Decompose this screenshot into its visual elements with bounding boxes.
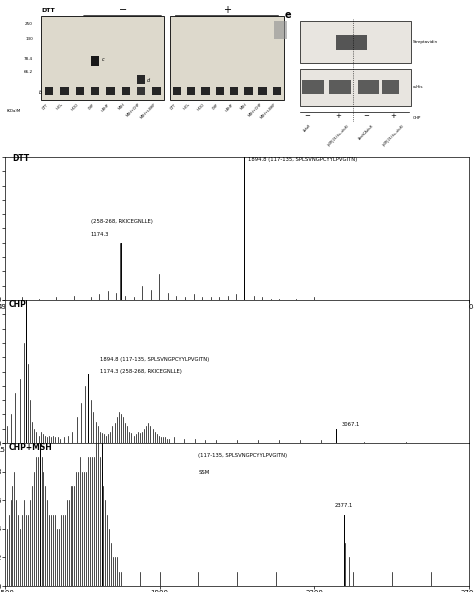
Text: (pXMJ19-His₆-ohsR): (pXMJ19-His₆-ohsR): [382, 124, 405, 147]
Text: DTT: DTT: [41, 102, 49, 110]
Text: DTT: DTT: [12, 154, 29, 163]
Bar: [170, 17, 284, 99]
Text: −: −: [305, 112, 310, 118]
Text: d: d: [147, 78, 150, 83]
Text: Streptavidin: Streptavidin: [413, 40, 438, 44]
Text: 1894.8 (117-135, SPLSVNGPCYYLPVGITN): 1894.8 (117-135, SPLSVNGPCYYLPVGITN): [248, 157, 358, 162]
Text: SSM: SSM: [198, 471, 210, 475]
X-axis label: Mass(M/z): Mass(M/z): [219, 459, 255, 465]
Text: 66.2: 66.2: [24, 70, 33, 75]
Text: (258-268, RKICEGNLLE): (258-268, RKICEGNLLE): [91, 218, 153, 224]
Bar: [152, 86, 161, 95]
Text: t-BHP: t-BHP: [101, 102, 110, 112]
Text: DTT: DTT: [41, 8, 55, 13]
Text: MSH+CHP: MSH+CHP: [247, 102, 263, 118]
Bar: [301, 80, 324, 94]
Text: CHP: CHP: [9, 300, 27, 309]
Text: DTT: DTT: [169, 102, 177, 110]
Bar: [121, 86, 130, 95]
Bar: [187, 86, 195, 95]
Bar: [45, 86, 54, 95]
Bar: [60, 86, 69, 95]
Text: CHP: CHP: [413, 115, 421, 120]
Text: MSH: MSH: [240, 102, 248, 111]
Text: (117-135, SPLSVNGPCYYLPVGITN): (117-135, SPLSVNGPCYYLPVGITN): [198, 453, 287, 458]
Text: MSH: MSH: [118, 102, 126, 111]
Text: ΔmshCΔohsR: ΔmshCΔohsR: [357, 124, 374, 140]
Bar: [358, 80, 379, 94]
Bar: [216, 86, 224, 95]
Bar: [230, 86, 238, 95]
Bar: [329, 80, 351, 94]
Text: 250: 250: [25, 22, 33, 26]
Bar: [91, 86, 100, 95]
Text: 2377.1: 2377.1: [335, 503, 354, 509]
Bar: [91, 56, 100, 66]
Text: c: c: [102, 56, 105, 62]
Text: MSH+t-BHP: MSH+t-BHP: [260, 102, 277, 120]
Text: +: +: [223, 5, 231, 15]
Bar: [41, 17, 164, 99]
Text: CHP: CHP: [87, 102, 95, 111]
Text: MSH+CHP: MSH+CHP: [126, 102, 141, 118]
Text: t-BHP: t-BHP: [224, 102, 234, 112]
Text: 1174.3: 1174.3: [91, 231, 109, 237]
Text: e: e: [284, 11, 291, 21]
Text: +: +: [390, 112, 396, 118]
Bar: [300, 69, 411, 105]
Text: H₂O₂: H₂O₂: [56, 102, 64, 111]
Bar: [274, 21, 288, 39]
Text: (KDa)M: (KDa)M: [6, 108, 20, 112]
Text: H₂O₂: H₂O₂: [182, 102, 191, 111]
Text: 3067.1: 3067.1: [342, 422, 360, 427]
Bar: [273, 86, 281, 95]
Bar: [75, 86, 84, 95]
Text: −: −: [118, 5, 127, 15]
Bar: [244, 86, 253, 95]
Bar: [382, 80, 399, 94]
Bar: [336, 34, 367, 50]
Text: (pXMJ19-His₆-ohsR): (pXMJ19-His₆-ohsR): [327, 124, 350, 147]
Text: +: +: [336, 112, 341, 118]
Text: ΔohsR: ΔohsR: [303, 124, 312, 133]
X-axis label: Mass(M/z): Mass(M/z): [219, 316, 255, 322]
Text: 1894.8 (117-135, SPLSVNGPCYYLPVGITN): 1894.8 (117-135, SPLSVNGPCYYLPVGITN): [100, 358, 209, 362]
Text: 78.4: 78.4: [24, 57, 33, 61]
Bar: [137, 75, 146, 83]
Bar: [300, 21, 411, 63]
Text: HClO: HClO: [196, 102, 206, 112]
Text: 1174.3 (258-268, RKICEGNLLE): 1174.3 (258-268, RKICEGNLLE): [100, 369, 182, 374]
Bar: [258, 86, 267, 95]
Text: −: −: [363, 112, 369, 118]
Text: b: b: [39, 89, 42, 95]
Bar: [137, 86, 146, 95]
Text: HClO: HClO: [71, 102, 80, 112]
Text: CHP: CHP: [212, 102, 220, 111]
Text: α-His: α-His: [413, 85, 423, 89]
Bar: [106, 86, 115, 95]
Bar: [173, 86, 181, 95]
Bar: [201, 86, 210, 95]
Text: 130: 130: [25, 37, 33, 41]
Text: CHP+MSH: CHP+MSH: [9, 443, 52, 452]
Text: MSH+t-BHP: MSH+t-BHP: [139, 102, 156, 120]
